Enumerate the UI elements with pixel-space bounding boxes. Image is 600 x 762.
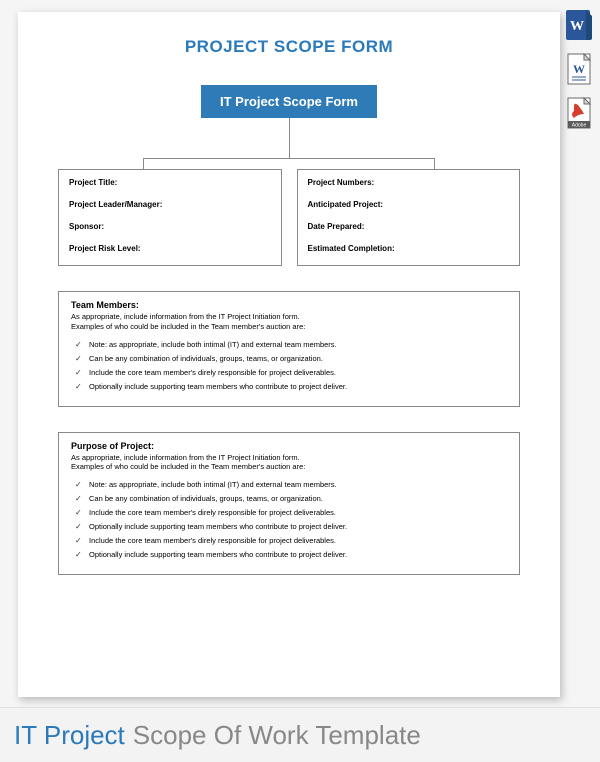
page-title: PROJECT SCOPE FORM	[58, 37, 520, 57]
section-title: Team Members:	[71, 300, 507, 310]
subtitle-box: IT Project Scope Form	[201, 85, 377, 118]
section-desc: As appropriate, include information from…	[71, 312, 507, 332]
info-row: Project Title: Project Leader/Manager: S…	[58, 169, 520, 266]
project-info-right: Project Numbers: Anticipated Project: Da…	[297, 169, 521, 266]
list-item: Optionally include supporting team membe…	[89, 522, 507, 531]
list-item: Can be any combination of individuals, g…	[89, 494, 507, 503]
file-icons-column: W W Adobe	[564, 8, 594, 130]
list-item: Can be any combination of individuals, g…	[89, 354, 507, 363]
project-info-left: Project Title: Project Leader/Manager: S…	[58, 169, 282, 266]
list-item: Note: as appropriate, include both intim…	[89, 480, 507, 489]
document-page: PROJECT SCOPE FORM IT Project Scope Form…	[18, 12, 560, 697]
connector-row	[143, 159, 435, 169]
word-doc-icon[interactable]: W	[564, 52, 594, 86]
svg-text:W: W	[573, 62, 585, 76]
list-item: Include the core team member's direly re…	[89, 368, 507, 377]
connector-line	[143, 159, 144, 169]
connector-line	[289, 118, 290, 158]
field-label: Project Numbers:	[308, 178, 510, 187]
connector-line	[434, 159, 435, 169]
pdf-icon[interactable]: Adobe	[564, 96, 594, 130]
list-item: Optionally include supporting team membe…	[89, 550, 507, 559]
field-label: Project Title:	[69, 178, 271, 187]
team-members-section: Team Members: As appropriate, include in…	[58, 291, 520, 407]
desc-line: As appropriate, include information from…	[71, 312, 300, 321]
list-item: Optionally include supporting team membe…	[89, 382, 507, 391]
purpose-list: Note: as appropriate, include both intim…	[71, 480, 507, 559]
caption-strong: IT Project	[14, 720, 125, 751]
list-item: Note: as appropriate, include both intim…	[89, 340, 507, 349]
field-label: Anticipated Project:	[308, 200, 510, 209]
section-title: Purpose of Project:	[71, 441, 507, 451]
purpose-section: Purpose of Project: As appropriate, incl…	[58, 432, 520, 576]
list-item: Include the core team member's direly re…	[89, 508, 507, 517]
field-label: Estimated Completion:	[308, 244, 510, 253]
desc-line: Examples of who could be included in the…	[71, 462, 305, 471]
field-label: Sponsor:	[69, 222, 271, 231]
word-icon[interactable]: W	[564, 8, 594, 42]
svg-text:W: W	[570, 19, 584, 34]
field-label: Project Risk Level:	[69, 244, 271, 253]
section-desc: As appropriate, include information from…	[71, 453, 507, 473]
desc-line: Examples of who could be included in the…	[71, 322, 305, 331]
desc-line: As appropriate, include information from…	[71, 453, 300, 462]
caption-bar: IT Project Scope Of Work Template	[0, 707, 600, 762]
team-list: Note: as appropriate, include both intim…	[71, 340, 507, 391]
field-label: Date Prepared:	[308, 222, 510, 231]
svg-text:Adobe: Adobe	[572, 123, 587, 129]
list-item: Include the core team member's direly re…	[89, 536, 507, 545]
caption-rest: Scope Of Work Template	[133, 720, 421, 751]
field-label: Project Leader/Manager:	[69, 200, 271, 209]
